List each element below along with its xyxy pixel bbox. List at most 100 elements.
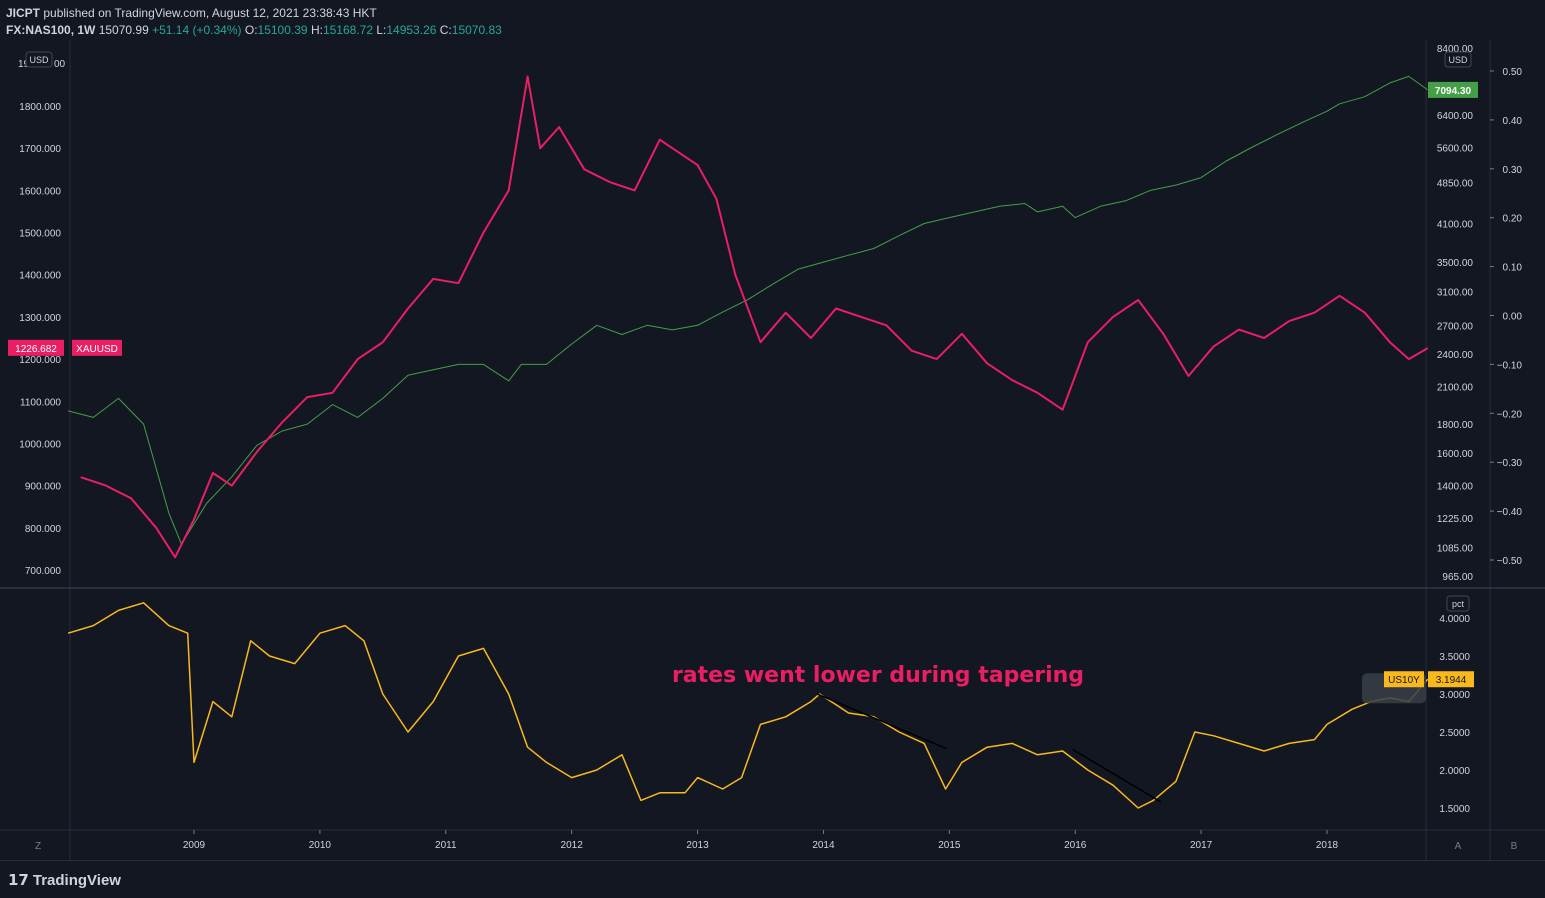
low-label: L: <box>376 23 387 37</box>
pct-unit-badge[interactable]: pct <box>1452 599 1465 609</box>
high-value: 15168.72 <box>322 23 373 37</box>
xauusd-name-text: XAUUSD <box>76 344 118 355</box>
trendline[interactable] <box>1072 748 1162 803</box>
left-axis-tick: 700.000 <box>25 566 62 577</box>
time-tick-label: 2010 <box>309 840 332 851</box>
footer-bar: 𝟭𝟳 TradingView <box>0 860 1545 898</box>
right-axis-tick: 1600.00 <box>1437 449 1474 460</box>
right-axis-tick: 2400.00 <box>1437 350 1474 361</box>
percent-axis-tick: −0.50 <box>1497 556 1523 567</box>
yield-axis-tick: 4.0000 <box>1439 614 1470 625</box>
right-axis-tick: 1800.00 <box>1437 420 1474 431</box>
left-axis-tick: 1200.000 <box>19 355 61 366</box>
percent-axis-tick: 0.00 <box>1503 312 1523 323</box>
left-price-axis[interactable]: 700.000 800.000 900.000 1000.000 1100.000 120… <box>18 59 66 577</box>
publish-info: JICPT published on TradingView.com, Augu… <box>6 6 377 20</box>
us10y-name-tag <box>1384 671 1424 688</box>
brand-name: TradingView <box>32 872 121 889</box>
xauusd-price-tag <box>8 339 64 356</box>
trendline[interactable] <box>816 693 948 750</box>
percent-axis-tick: −0.30 <box>1497 458 1523 469</box>
right-axis-tick: 4100.00 <box>1437 220 1474 231</box>
time-tick-label: 2009 <box>183 840 206 851</box>
xauusd-line[interactable] <box>80 75 1429 559</box>
chart-canvas[interactable]: 2009 2010 2011 2012 2013 2014 2015 2016 2017 2018… <box>0 0 1545 860</box>
low-value: 14953.26 <box>386 23 437 37</box>
left-axis-tick: 1600.000 <box>19 186 61 197</box>
right-axis-tick: 5600.00 <box>1437 144 1474 155</box>
right-unit-badge[interactable]: USD <box>1448 55 1468 65</box>
log-scale-button[interactable]: Z <box>35 841 41 852</box>
percent-axis-tick: −0.20 <box>1497 409 1523 420</box>
time-tick-label: 2011 <box>435 840 457 851</box>
left-axis-tick: 1100.000 <box>20 397 61 408</box>
pct-unit-badge-box <box>1446 595 1470 612</box>
us10y-price-tag <box>1428 671 1474 688</box>
nas100-price-text: 7094.30 <box>1435 86 1472 97</box>
xauusd-name-tag <box>72 339 122 356</box>
right-axis-tick: 2100.00 <box>1437 383 1474 394</box>
nas100-line[interactable] <box>67 75 1428 545</box>
right-axis-tick: 3500.00 <box>1437 258 1474 269</box>
right-axis-tick: 6400.00 <box>1437 111 1474 122</box>
auto-scale-button[interactable]: A <box>1455 841 1462 852</box>
left-axis-tick: 1300.000 <box>19 313 61 324</box>
right-axis-tick: 2700.00 <box>1437 321 1474 332</box>
yield-axis-tick: 1.5000 <box>1439 804 1470 815</box>
xauusd-price-text: 1226.682 <box>15 344 57 355</box>
symbol-label[interactable]: FX:NAS100, 1W <box>6 23 96 37</box>
right-axis-tick: 1085.00 <box>1437 543 1474 554</box>
tradingview-logo[interactable]: 𝟭𝟳 TradingView <box>8 871 121 889</box>
time-tick-label: 2012 <box>561 840 584 851</box>
right-axis-tick: 965.00 <box>1442 572 1473 583</box>
last-price: 15070.99 <box>98 23 149 37</box>
right-axis-tick: 8400.00 <box>1437 44 1474 55</box>
us10y-price-text: 3.1944 <box>1436 675 1467 686</box>
left-axis-tick: 800.000 <box>25 524 62 535</box>
percent-axis-tick: −0.40 <box>1497 507 1523 518</box>
left-unit-badge[interactable]: USD <box>29 55 49 65</box>
tradingview-logo-icon: 𝟭𝟳 <box>8 872 29 889</box>
time-tick-label: 2013 <box>686 840 709 851</box>
nas100-price-tag <box>1428 81 1478 98</box>
percent-axis-tick: 0.20 <box>1503 214 1523 225</box>
open-label: O: <box>244 23 258 37</box>
right-axis-tick: 3100.00 <box>1437 288 1474 299</box>
right-axis-tick: 4850.00 <box>1437 179 1474 190</box>
yield-axis-tick: 2.0000 <box>1439 766 1470 777</box>
right-unit-badge-box <box>1444 51 1472 68</box>
chart-header: JICPT published on TradingView.com, Augu… <box>0 0 1545 40</box>
percent-axis-tick: 0.30 <box>1503 165 1523 176</box>
left-axis-tick: 1500.000 <box>19 229 61 240</box>
price-change: +51.14 (+0.34%) <box>152 23 242 37</box>
percent-axis-tick: 0.40 <box>1503 116 1523 127</box>
right-axis-tick: 1400.00 <box>1437 481 1474 492</box>
yield-axis[interactable]: 1.5000 2.0000 2.5000 3.0000 3.5000 4.0000 <box>1439 614 1470 815</box>
percent-axis-tick: 0.50 <box>1503 67 1523 78</box>
left-axis-top-partial-tail: 00 <box>54 59 66 70</box>
close-value: 15070.83 <box>451 23 502 37</box>
ohlc-legend: FX:NAS100, 1W 15070.99 +51.14 (+0.34%) O… <box>6 23 502 37</box>
percent-axis-tick: 0.10 <box>1503 263 1523 274</box>
scale-b-button[interactable]: B <box>1511 841 1518 852</box>
left-axis-tick: 1800.000 <box>19 102 61 113</box>
right-percent-axis[interactable]: 0.50 0.40 0.30 0.20 0.10 0.00 −0.10 −0.20 −0.30 −… <box>1490 67 1522 567</box>
left-unit-badge-box <box>25 51 53 68</box>
author-name[interactable]: JICPT <box>6 6 41 20</box>
time-tick-label: 2018 <box>1316 840 1339 851</box>
left-axis-top-partial: 19 <box>18 59 30 70</box>
published-text: published on TradingView.com, August 12,… <box>43 6 377 20</box>
left-axis-tick: 1000.000 <box>19 439 61 450</box>
us10y-name-text: US10Y <box>1388 675 1420 686</box>
high-label: H: <box>310 23 323 37</box>
time-tick-label: 2014 <box>812 840 835 851</box>
right-price-axis[interactable]: 965.00 1085.00 1225.00 1400.00 1600.00 1800.0… <box>1437 44 1474 583</box>
us10y-line[interactable] <box>67 602 1429 809</box>
yield-axis-tick: 3.0000 <box>1439 690 1470 701</box>
percent-axis-tick: −0.10 <box>1497 360 1523 371</box>
series-layer: 1226.682 XAUUSD 7094.30 US10Y 3.1944 <box>8 75 1478 809</box>
time-axis[interactable]: 2009 2010 2011 2012 2013 2014 2015 2016 2017 2018 <box>183 830 1339 851</box>
tapering-annotation[interactable]: rates went lower during tapering <box>672 663 1084 688</box>
open-value: 15100.39 <box>257 23 308 37</box>
time-tick-label: 2017 <box>1190 840 1213 851</box>
